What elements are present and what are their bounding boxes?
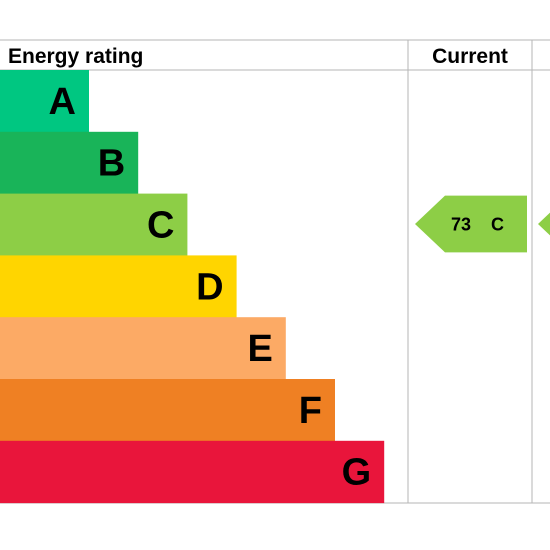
band-label-e: E [247,328,272,370]
current-rating-arrow [415,195,527,253]
band-a [0,70,89,133]
band-b [0,131,139,195]
current-rating-value: 73 [451,215,471,235]
band-label-f: F [299,390,322,432]
header-current: Current [432,45,508,68]
band-label-g: G [342,452,372,494]
band-label-d: D [196,266,223,308]
band-e [0,317,286,380]
band-d [0,255,237,318]
band-label-b: B [98,143,125,185]
header-energy-rating: Energy rating [8,45,143,68]
current-rating-band: C [491,215,504,235]
potential-rating-arrow [538,195,550,253]
band-label-a: A [49,81,76,123]
band-label-c: C [147,205,174,247]
rating-arrows: 73 C [415,195,550,253]
band-c [0,193,188,256]
band-f [0,379,335,442]
band-g [0,440,385,504]
